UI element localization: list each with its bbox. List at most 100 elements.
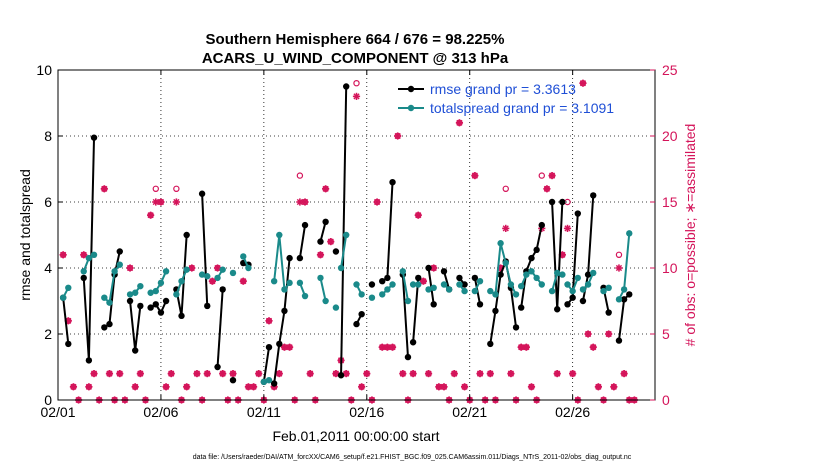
legend-rmse-marker [407, 85, 415, 93]
totalspread-point [178, 278, 185, 285]
obs-assimilated-stroke [173, 198, 180, 206]
obs-assimilated-marker [265, 317, 273, 325]
totalspread-point [147, 289, 154, 296]
obs-assimilated-stroke [106, 370, 113, 377]
obs-assimilated-marker [275, 370, 283, 378]
rmse-point [564, 301, 571, 308]
obs-assimilated-stroke [610, 383, 617, 390]
obs-assimilated-stroke [543, 185, 551, 192]
rmse-point [198, 190, 206, 197]
obs-assimilated-stroke [564, 225, 571, 232]
obs-assimilated-marker [486, 370, 494, 378]
rmse-point [106, 320, 113, 328]
rmse-point [322, 218, 329, 225]
obs-assimilated-stroke [188, 264, 195, 272]
totalspread-line-segment [319, 277, 327, 302]
obs-assimilated-stroke [476, 370, 484, 377]
rmse-line-segment [401, 274, 409, 358]
obs-assimilated-stroke [70, 383, 77, 390]
obs-assimilated-marker [136, 370, 144, 378]
series-lines [59, 83, 633, 387]
rmse-line-segment [273, 258, 291, 384]
obs-assimilated-stroke [157, 198, 165, 206]
rmse-point [538, 221, 545, 229]
rmse-point [368, 281, 376, 288]
obs-assimilated-stroke [126, 264, 134, 272]
totalspread-point [214, 274, 221, 282]
rmse-point [358, 311, 365, 318]
obs-assimilated-marker [69, 383, 78, 391]
obs-assimilated-marker [162, 383, 170, 391]
obs-assimilated-marker [440, 383, 448, 391]
obs-assimilated-stroke [430, 264, 437, 272]
totalspread-point [538, 281, 545, 288]
obs-assimilated-marker [167, 370, 175, 378]
obs-assimilated-stroke [281, 344, 288, 351]
obs-assimilated-marker [208, 277, 216, 285]
rmse-point [579, 297, 587, 305]
obs-assimilated-stroke [214, 264, 221, 272]
obs-assimilated-stroke [389, 344, 396, 351]
obs-assimilated-marker [579, 79, 587, 87]
totalspread-point [183, 266, 190, 273]
rmse-point [317, 238, 324, 245]
obs-assimilated-stroke [399, 370, 406, 377]
obs-assimilated-stroke [193, 370, 201, 377]
rmse-line-segment [319, 221, 327, 242]
rmse-point [85, 357, 93, 364]
obs-assimilated-marker [615, 264, 623, 272]
rmse-line-segment [62, 297, 70, 345]
obs-assimilated-marker [419, 277, 428, 285]
totalspread-point [157, 279, 165, 287]
legend-rmse-label: rmse grand pr = 3.3613 [430, 81, 576, 97]
obs-assimilated-marker [105, 370, 114, 378]
obs-assimilated-marker [183, 383, 191, 391]
obs-assimilated-marker [455, 119, 464, 127]
totalspread-point [476, 278, 484, 285]
obs-assimilated-stroke [461, 383, 468, 390]
obs-assimilated-marker [394, 132, 402, 140]
totalspread-point [456, 281, 463, 288]
y-axis-right-label: # of obs: o=possible; ∗=assimilated [682, 124, 698, 347]
obs-assimilated-stroke [456, 119, 463, 126]
obs-assimilated-stroke [322, 185, 329, 192]
totalspread-point [492, 291, 499, 298]
x-tick-label: 02/26 [555, 404, 590, 420]
rmse-point [90, 134, 98, 141]
obs-assimilated-stroke [410, 370, 417, 377]
totalspread-point [497, 240, 504, 247]
rmse-point [157, 309, 165, 316]
obs-assimilated-stroke [245, 383, 252, 390]
obs-assimilated-marker [363, 370, 371, 378]
totalspread-point [507, 281, 515, 288]
obs-assimilated-marker [414, 211, 422, 219]
totalspread-point [265, 377, 273, 384]
obs-assimilated-marker [239, 277, 247, 285]
rmse-point [574, 210, 582, 217]
totalspread-line-segment [340, 234, 348, 269]
rmse-point [337, 372, 345, 379]
totalspread-point [440, 281, 448, 288]
obs-assimilated-marker [563, 224, 572, 232]
totalspread-point [409, 281, 417, 288]
plot-frame [57, 69, 656, 401]
obs-assimilated-marker [594, 383, 602, 391]
totalspread-point [502, 259, 509, 267]
totalspread-point [517, 282, 525, 290]
totalspread-point [471, 287, 479, 295]
obs-assimilated-marker [306, 370, 314, 378]
obs-assimilated-marker [342, 370, 350, 378]
totalspread-point [415, 281, 422, 288]
rmse-point [178, 312, 185, 320]
y-right-tick-label: 5 [662, 326, 670, 342]
rmse-point [492, 307, 499, 315]
y-tick-label: 4 [44, 260, 52, 276]
rmse-line-segment [262, 347, 270, 382]
obs-assimilated-marker [90, 370, 98, 378]
obs-assimilated-marker [527, 383, 536, 391]
obs-assimilated-stroke [286, 344, 293, 351]
totalspread-point [353, 281, 360, 288]
obs-assimilated-stroke [471, 172, 478, 179]
totalspread-point [620, 286, 628, 293]
obs-assimilated-marker [59, 251, 67, 259]
